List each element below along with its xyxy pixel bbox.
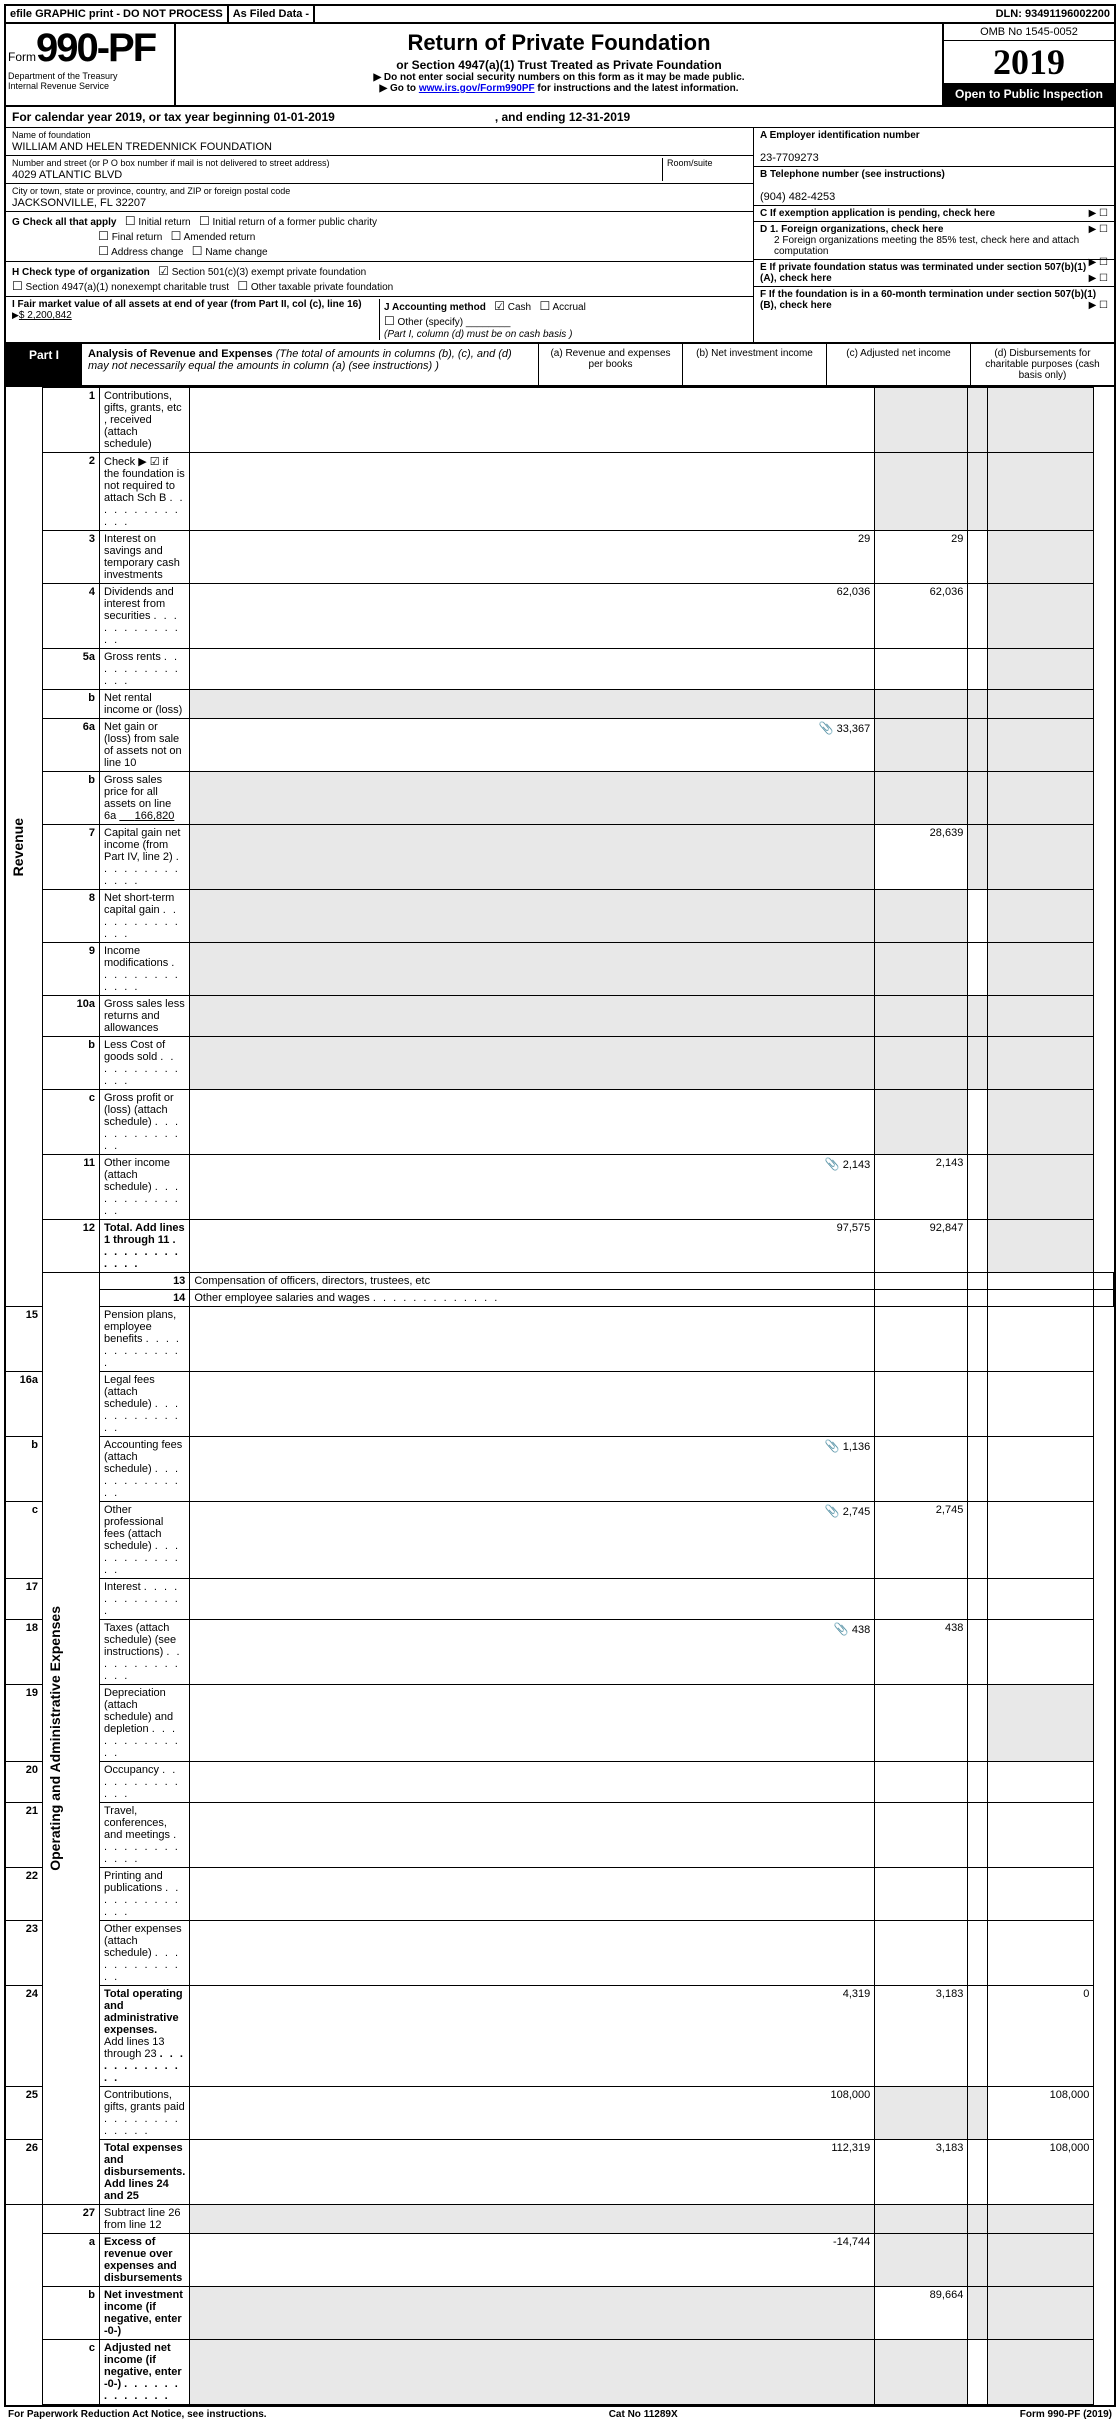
table-row: 22Printing and publications [6,1868,1114,1921]
table-row: Operating and Administrative Expenses 13… [6,1273,1114,1290]
irs-link[interactable]: www.irs.gov/Form990PF [419,83,535,94]
name-cell: Name of foundation WILLIAM AND HELEN TRE… [6,128,753,156]
table-row: 7Capital gain net income (from Part IV, … [6,825,1114,890]
calendar-year-row: For calendar year 2019, or tax year begi… [6,107,1114,128]
table-row: Revenue 1Contributions, gifts, grants, e… [6,388,1114,453]
table-row: 3Interest on savings and temporary cash … [6,531,1114,584]
asfiled-label: As Filed Data - [229,6,315,22]
table-row: 12Total. Add lines 1 through 11 97,57592… [6,1220,1114,1273]
address-cell: Number and street (or P O box number if … [6,156,753,184]
title-block: Form990-PF Department of the Treasury In… [6,24,1114,107]
col-a-header: (a) Revenue and expenses per books [539,344,683,385]
table-row: 18Taxes (attach schedule) (see instructi… [6,1620,1114,1685]
page-footer: For Paperwork Reduction Act Notice, see … [4,2407,1116,2419]
goto-note: ▶ Go to www.irs.gov/Form990PF for instru… [184,83,934,94]
table-row: 10aGross sales less returns and allowanc… [6,996,1114,1037]
table-row: 25Contributions, gifts, grants paid 108,… [6,2087,1114,2140]
i-j-cell: I Fair market value of all assets at end… [6,297,753,342]
table-row: bLess Cost of goods sold [6,1037,1114,1090]
table-row: 24Total operating and administrative exp… [6,1986,1114,2087]
header-strip: efile GRAPHIC print - DO NOT PROCESS As … [6,6,1114,24]
attach-icon: 📎 [825,1504,840,1518]
identity-grid: Name of foundation WILLIAM AND HELEN TRE… [6,128,1114,344]
year-block: OMB No 1545-0052 2019 Open to Public Ins… [944,24,1114,105]
paperwork-notice: For Paperwork Reduction Act Notice, see … [8,2409,267,2419]
table-row: 17Interest [6,1579,1114,1620]
cat-no: Cat No 11289X [609,2409,678,2419]
tax-year: 2019 [944,41,1114,83]
form-subtitle: or Section 4947(a)(1) Trust Treated as P… [184,58,934,72]
col-b-header: (b) Net investment income [683,344,827,385]
table-row: 4Dividends and interest from securities … [6,584,1114,649]
g-check-cell: G Check all that apply ☐ Initial return … [6,212,753,262]
revenue-side-label: Revenue [10,818,26,876]
table-row: bGross sales price for all assets on lin… [6,772,1114,825]
form-ref: Form 990-PF (2019) [1020,2409,1112,2419]
table-row: 6aNet gain or (loss) from sale of assets… [6,719,1114,772]
f-cell: F If the foundation is in a 60-month ter… [754,287,1114,313]
city-cell: City or town, state or province, country… [6,184,753,212]
table-row: 23Other expenses (attach schedule) [6,1921,1114,1986]
table-row: 21Travel, conferences, and meetings [6,1803,1114,1868]
table-row: 2Check ▶ ☑ if the foundation is not requ… [6,453,1114,531]
col-c-header: (c) Adjusted net income [827,344,971,385]
omb-label: OMB No 1545-0052 [944,24,1114,41]
part1-title: Analysis of Revenue and Expenses (The to… [82,344,539,385]
table-row: 9Income modifications [6,943,1114,996]
form-container: efile GRAPHIC print - DO NOT PROCESS As … [4,4,1116,2407]
table-row: 20Occupancy [6,1762,1114,1803]
table-row: 19Depreciation (attach schedule) and dep… [6,1685,1114,1762]
dept-label: Department of the Treasury Internal Reve… [8,71,168,91]
form-number-block: Form990-PF Department of the Treasury In… [6,24,176,105]
d-cell: D 1. Foreign organizations, check here ▶… [754,222,1114,260]
part1-header: Part I Analysis of Revenue and Expenses … [6,344,1114,387]
ein-cell: A Employer identification number 23-7709… [754,128,1114,167]
h-check-cell: H Check type of organization ☑ Section 5… [6,262,753,297]
table-row: bAccounting fees (attach schedule) 📎 1,1… [6,1437,1114,1502]
table-row: 5aGross rents [6,649,1114,690]
part1-table: Revenue 1Contributions, gifts, grants, e… [6,387,1114,2405]
attach-icon: 📎 [825,1157,840,1171]
title-center: Return of Private Foundation or Section … [176,24,944,105]
table-row: aExcess of revenue over expenses and dis… [6,2234,1114,2287]
e-cell: E If private foundation status was termi… [754,260,1114,287]
col-d-header: (d) Disbursements for charitable purpose… [971,344,1114,385]
table-row: 8Net short-term capital gain [6,890,1114,943]
expenses-side-label: Operating and Administrative Expenses [47,1606,63,1871]
attach-icon: 📎 [834,1622,849,1636]
efile-label: efile GRAPHIC print - DO NOT PROCESS [6,6,229,22]
attach-icon: 📎 [825,1439,840,1453]
table-row: bNet rental income or (loss) [6,690,1114,719]
table-row: bNet investment income (if negative, ent… [6,2287,1114,2340]
form-title: Return of Private Foundation [184,30,934,56]
table-row: 14Other employee salaries and wages [6,1290,1114,1307]
open-public-label: Open to Public Inspection [944,83,1114,105]
c-cell: C If exemption application is pending, c… [754,206,1114,222]
part1-label: Part I [6,344,82,385]
table-row: 27Subtract line 26 from line 12 [6,2205,1114,2234]
table-row: cGross profit or (loss) (attach schedule… [6,1090,1114,1155]
table-row: 16aLegal fees (attach schedule) [6,1372,1114,1437]
table-row: cAdjusted net income (if negative, enter… [6,2340,1114,2405]
attach-icon: 📎 [819,721,834,735]
table-row: 15Pension plans, employee benefits [6,1307,1114,1372]
dln-cell: DLN: 93491196002200 [992,6,1114,22]
table-row: 11Other income (attach schedule) 📎 2,143… [6,1155,1114,1220]
table-row: cOther professional fees (attach schedul… [6,1502,1114,1579]
ssn-note: ▶ Do not enter social security numbers o… [184,72,934,83]
phone-cell: B Telephone number (see instructions) (9… [754,167,1114,206]
table-row: 26Total expenses and disbursements. Add … [6,2140,1114,2205]
